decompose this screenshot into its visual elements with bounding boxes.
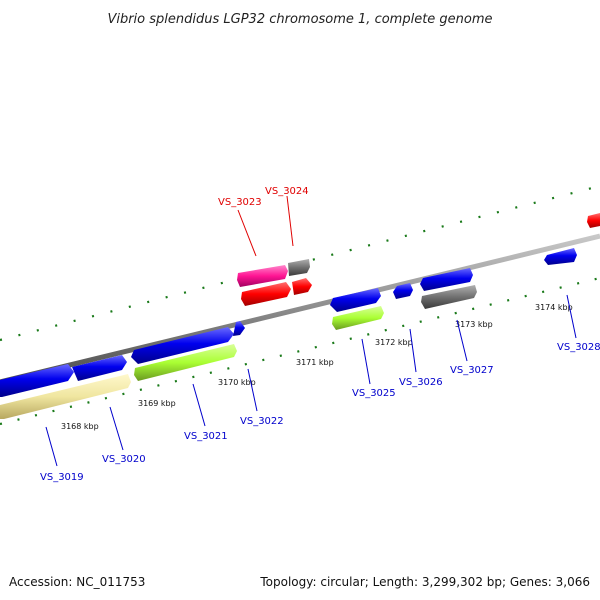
gene-label-vs-3027[interactable]: VS_3027 [450,365,494,376]
gene-feature[interactable] [134,344,237,381]
gene-feature[interactable] [237,265,288,287]
tick-labels: 3168 kbp 3169 kbp 3170 kbp 3171 kbp 3172… [61,303,573,431]
gene-label-vs-3021[interactable]: VS_3021 [184,431,228,442]
tick-label-3170: 3170 kbp [218,378,256,387]
gene-label-vs-3019[interactable]: VS_3019 [40,472,84,483]
gene-label-vs-3022[interactable]: VS_3022 [240,416,284,427]
gene-label-vs-3028[interactable]: VS_3028 [557,342,600,353]
gene-label-vs-3023[interactable]: VS_3023 [218,197,262,208]
label-leader-lines [45,195,577,467]
gene-label-vs-3025[interactable]: VS_3025 [352,388,396,399]
genome-backbone [0,233,600,385]
gene-feature[interactable] [0,374,131,419]
tick-label-3169: 3169 kbp [138,399,176,408]
gene-feature[interactable] [393,283,413,299]
gene-feature[interactable] [288,259,310,276]
gene-feature[interactable] [332,306,384,330]
gene-feature[interactable] [0,364,74,397]
tick-label-3168: 3168 kbp [61,422,99,431]
summary-text: Topology: circular; Length: 3,299,302 bp… [259,575,590,589]
gene-label-vs-3026[interactable]: VS_3026 [399,377,443,388]
map-title: Vibrio splendidus LGP32 chromosome 1, co… [107,12,492,27]
tick-label-3171: 3171 kbp [296,358,334,367]
gene-feature[interactable] [421,285,477,309]
gene-label-vs-3020[interactable]: VS_3020 [102,454,146,465]
tick-label-3173: 3173 kbp [455,320,493,329]
red-genes [237,259,477,309]
tick-label-3172: 3172 kbp [375,338,413,347]
inner-tick-ring [0,276,600,426]
gene-feature[interactable] [233,321,245,336]
gene-feature[interactable] [587,213,600,228]
gene-feature[interactable] [544,248,577,265]
reverse-genes [0,306,384,419]
gene-feature[interactable] [72,355,127,381]
gene-feature[interactable] [131,327,234,364]
gene-feature[interactable] [292,278,312,295]
accession-text: Accession: NC_011753 [9,575,145,589]
gene-labels: VS_3019 VS_3020 VS_3021 VS_3022 VS_3023 … [40,186,600,483]
gene-feature[interactable] [241,282,291,306]
tick-label-3174: 3174 kbp [535,303,573,312]
gene-feature[interactable] [330,288,381,312]
gene-label-vs-3024[interactable]: VS_3024 [265,186,309,197]
gene-feature[interactable] [420,268,473,291]
forward-genes [0,213,600,397]
